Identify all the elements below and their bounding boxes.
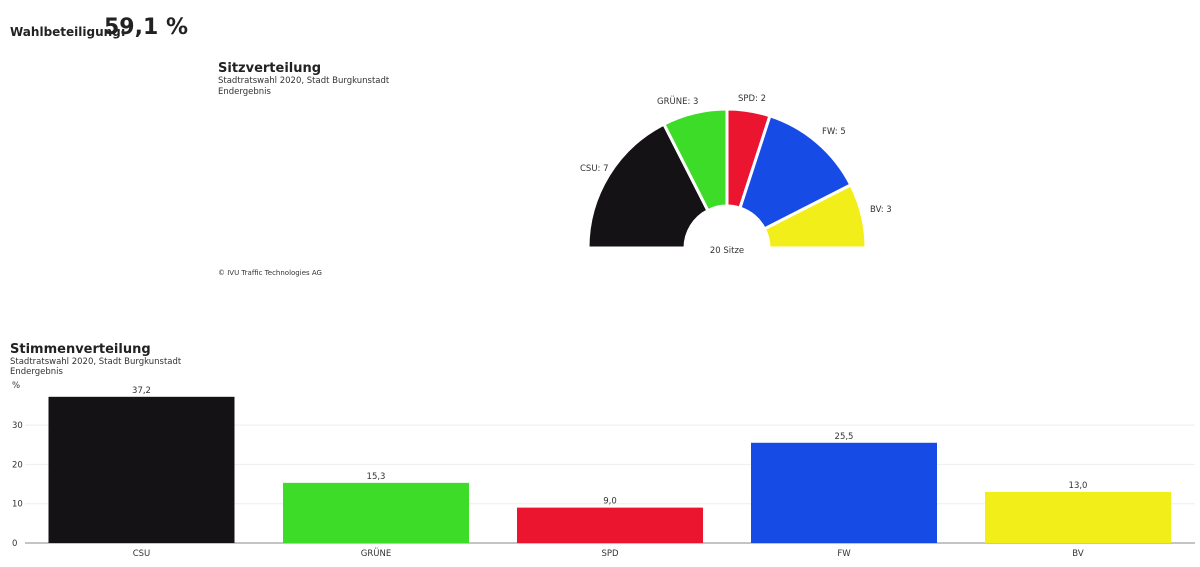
turnout-label: Wahlbeteiligung: bbox=[10, 25, 126, 39]
seat-segment-fw bbox=[738, 113, 853, 231]
copyright: © IVU Traffic Technologies AG bbox=[218, 269, 322, 277]
bar-csu bbox=[48, 396, 235, 543]
x-tick-label: SPD bbox=[601, 549, 619, 559]
bar-value-label: 25,5 bbox=[835, 432, 854, 442]
x-tick-label: BV bbox=[1072, 549, 1084, 559]
bar-grüne bbox=[283, 482, 469, 543]
seat-total-label: 20 Sitze bbox=[710, 246, 744, 256]
x-tick-label: FW bbox=[837, 549, 851, 559]
x-tick-label: CSU bbox=[133, 549, 151, 559]
y-tick-label: 0 bbox=[12, 539, 17, 549]
bar-value-label: 37,2 bbox=[132, 386, 151, 396]
votes-title: Stimmenverteilung bbox=[10, 342, 151, 357]
y-tick-label: 10 bbox=[12, 500, 23, 510]
seat-label: CSU: 7 bbox=[580, 164, 609, 174]
seat-label: GRÜNE: 3 bbox=[657, 96, 698, 107]
turnout-value: 59,1 % bbox=[104, 15, 188, 40]
bar-spd bbox=[517, 507, 703, 543]
seat-label: SPD: 2 bbox=[738, 94, 766, 104]
seat-label: BV: 3 bbox=[870, 205, 892, 215]
bar-bv bbox=[985, 491, 1171, 543]
bar-fw bbox=[751, 442, 937, 543]
y-axis-unit: % bbox=[12, 381, 20, 391]
seat-label: FW: 5 bbox=[822, 127, 846, 137]
x-tick-label: GRÜNE bbox=[361, 548, 391, 559]
votes-status: Endergebnis bbox=[10, 367, 63, 377]
bar-value-label: 15,3 bbox=[367, 472, 386, 482]
bar-value-label: 13,0 bbox=[1069, 481, 1088, 491]
seats-title: Sitzverteilung bbox=[218, 61, 322, 76]
y-tick-label: 20 bbox=[12, 460, 23, 470]
votes-subtitle: Stadtratswahl 2020, Stadt Burgkunstadt bbox=[10, 357, 182, 367]
seat-segment-bv bbox=[762, 182, 868, 250]
seats-status: Endergebnis bbox=[218, 87, 271, 97]
y-tick-label: 30 bbox=[12, 421, 23, 431]
seats-subtitle: Stadtratswahl 2020, Stadt Burgkunstadt bbox=[218, 76, 390, 86]
seat-segment-csu bbox=[586, 122, 710, 250]
bar-value-label: 9,0 bbox=[603, 497, 617, 507]
